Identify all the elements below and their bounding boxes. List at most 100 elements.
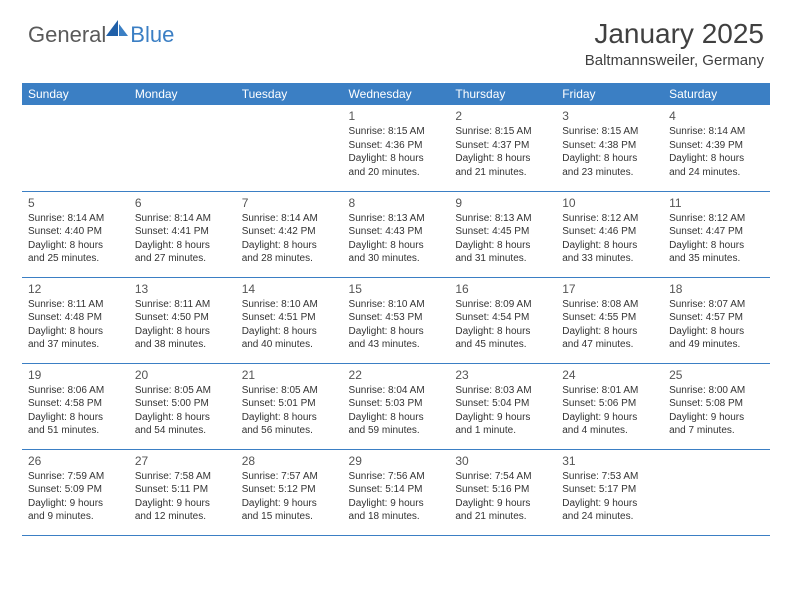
sunrise-line: Sunrise: 8:03 AM [455,384,550,398]
sunset-line: Sunset: 5:04 PM [455,397,550,411]
day-number: 21 [242,367,337,383]
logo-text-general: General [28,22,106,48]
sunrise-line: Sunrise: 7:58 AM [135,470,230,484]
sunset-line: Sunset: 5:16 PM [455,483,550,497]
day-number: 6 [135,195,230,211]
sunrise-line: Sunrise: 8:14 AM [669,125,764,139]
sunrise-line: Sunrise: 7:56 AM [349,470,444,484]
sunrise-line: Sunrise: 8:01 AM [562,384,657,398]
daylight-line-2: and 25 minutes. [28,252,123,266]
daylight-line-1: Daylight: 8 hours [135,411,230,425]
day-number: 5 [28,195,123,211]
daylight-line-2: and 21 minutes. [455,510,550,524]
calendar-body: 1 Sunrise: 8:15 AM Sunset: 4:36 PM Daylight… [22,105,770,535]
sunrise-line: Sunrise: 8:06 AM [28,384,123,398]
day-number: 15 [349,281,444,297]
sunrise-line: Sunrise: 8:14 AM [28,212,123,226]
day-header: Friday [556,83,663,105]
day-number: 18 [669,281,764,297]
daylight-line-2: and 15 minutes. [242,510,337,524]
daylight-line-1: Daylight: 9 hours [455,497,550,511]
calendar-cell: 7Sunrise: 8:14 AMSunset: 4:42 PMDaylight… [236,191,343,277]
sunrise-line: Sunrise: 8:15 AM [562,125,657,139]
sunset-line: Sunset: 4:39 PM [669,139,764,153]
daylight-line-2: and 33 minutes. [562,252,657,266]
calendar-cell: 11Sunrise: 8:12 AMSunset: 4:47 PMDayligh… [663,191,770,277]
daylight-line-2: and 23 minutes. [562,166,657,180]
sunrise-line: Sunrise: 7:53 AM [562,470,657,484]
daylight-line-1: Daylight: 8 hours [242,411,337,425]
sunset-line: Sunset: 5:06 PM [562,397,657,411]
day-number: 11 [669,195,764,211]
sunset-line: Sunset: 5:14 PM [349,483,444,497]
daylight-line-1: Daylight: 9 hours [349,497,444,511]
day-number: 17 [562,281,657,297]
day-number: 8 [349,195,444,211]
sunset-line: Sunset: 4:58 PM [28,397,123,411]
daylight-line-1: Daylight: 8 hours [242,239,337,253]
daylight-line-2: and 38 minutes. [135,338,230,352]
calendar-cell: 21Sunrise: 8:05 AMSunset: 5:01 PMDayligh… [236,363,343,449]
daylight-line-2: and 37 minutes. [28,338,123,352]
sunset-line: Sunset: 4:36 PM [349,139,444,153]
daylight-line-1: Daylight: 9 hours [242,497,337,511]
daylight-line-1: Daylight: 8 hours [669,152,764,166]
sunrise-line: Sunrise: 8:10 AM [242,298,337,312]
sunset-line: Sunset: 4:57 PM [669,311,764,325]
daylight-line-2: and 4 minutes. [562,424,657,438]
calendar-cell [22,105,129,191]
logo-text-blue: Blue [130,22,174,48]
daylight-line-2: and 7 minutes. [669,424,764,438]
calendar-week-row: 1 Sunrise: 8:15 AM Sunset: 4:36 PM Daylight… [22,105,770,191]
day-number: 25 [669,367,764,383]
daylight-line-2: and 20 minutes. [349,166,444,180]
sunrise-line: Sunrise: 7:57 AM [242,470,337,484]
sunrise-line: Sunrise: 7:54 AM [455,470,550,484]
daylight-line-2: and 54 minutes. [135,424,230,438]
day-header: Thursday [449,83,556,105]
daylight-line-1: Daylight: 8 hours [669,239,764,253]
day-number: 12 [28,281,123,297]
day-number: 29 [349,453,444,469]
sunrise-line: Sunrise: 8:05 AM [135,384,230,398]
daylight-line-1: Daylight: 8 hours [455,325,550,339]
calendar-cell: 9Sunrise: 8:13 AMSunset: 4:45 PMDaylight… [449,191,556,277]
sunset-line: Sunset: 4:37 PM [455,139,550,153]
calendar-week-row: 19Sunrise: 8:06 AMSunset: 4:58 PMDayligh… [22,363,770,449]
daylight-line-2: and 27 minutes. [135,252,230,266]
sunrise-line: Sunrise: 8:12 AM [562,212,657,226]
calendar-cell: 16Sunrise: 8:09 AMSunset: 4:54 PMDayligh… [449,277,556,363]
day-header: Tuesday [236,83,343,105]
sunset-line: Sunset: 5:03 PM [349,397,444,411]
daylight-line-1: Daylight: 8 hours [28,325,123,339]
day-number: 1 [349,108,444,124]
sunrise-line: Sunrise: 8:14 AM [135,212,230,226]
daylight-line-2: and 18 minutes. [349,510,444,524]
calendar-cell: 26Sunrise: 7:59 AMSunset: 5:09 PMDayligh… [22,449,129,535]
daylight-line-2: and 49 minutes. [669,338,764,352]
sunset-line: Sunset: 5:00 PM [135,397,230,411]
title-block: January 2025 Baltmannsweiler, Germany [585,18,764,69]
calendar-week-row: 5Sunrise: 8:14 AMSunset: 4:40 PMDaylight… [22,191,770,277]
calendar-cell [129,105,236,191]
sunrise-line: Sunrise: 8:08 AM [562,298,657,312]
daylight-line-1: Daylight: 9 hours [562,497,657,511]
sunset-line: Sunset: 4:42 PM [242,225,337,239]
calendar-cell: 10Sunrise: 8:12 AMSunset: 4:46 PMDayligh… [556,191,663,277]
calendar-cell: 22Sunrise: 8:04 AMSunset: 5:03 PMDayligh… [343,363,450,449]
sunset-line: Sunset: 5:11 PM [135,483,230,497]
calendar-cell: 2Sunrise: 8:15 AMSunset: 4:37 PMDaylight… [449,105,556,191]
daylight-line-1: Daylight: 9 hours [562,411,657,425]
sunset-line: Sunset: 4:47 PM [669,225,764,239]
sunset-line: Sunset: 4:51 PM [242,311,337,325]
daylight-line-1: Daylight: 9 hours [455,411,550,425]
calendar-cell: 25Sunrise: 8:00 AMSunset: 5:08 PMDayligh… [663,363,770,449]
daylight-line-2: and 47 minutes. [562,338,657,352]
day-number: 9 [455,195,550,211]
daylight-line-1: Daylight: 8 hours [562,152,657,166]
calendar-week-row: 12Sunrise: 8:11 AMSunset: 4:48 PMDayligh… [22,277,770,363]
sunset-line: Sunset: 4:41 PM [135,225,230,239]
sunrise-line: Sunrise: 8:11 AM [28,298,123,312]
day-number: 30 [455,453,550,469]
daylight-line-2: and 28 minutes. [242,252,337,266]
